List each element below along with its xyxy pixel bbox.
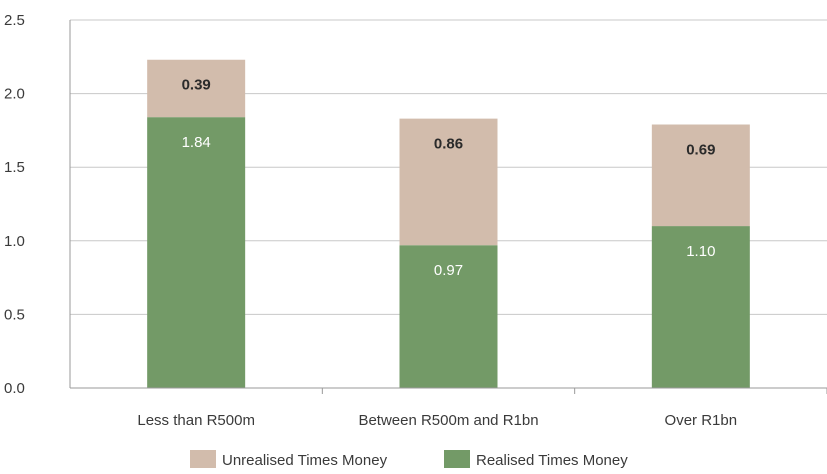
legend: Unrealised Times Money Realised Times Mon…: [190, 450, 628, 469]
y-tick-label: 0.0: [4, 380, 25, 397]
legend-label: Realised Times Money: [476, 452, 628, 469]
data-labels: 1.84 0.39 0.97 0.86 1.10 0.69: [182, 77, 716, 279]
bar-realised: [651, 226, 750, 388]
legend-label: Unrealised Times Money: [222, 452, 388, 469]
data-label-realised: 0.97: [434, 262, 463, 279]
y-tick-labels: 0.0 0.5 1.0 1.5 2.0 2.5: [4, 12, 25, 397]
bar-realised: [399, 245, 498, 388]
bar-unrealised: [147, 59, 246, 118]
data-label-unrealised: 0.39: [182, 77, 211, 94]
y-tick-label: 1.0: [4, 233, 25, 250]
bar-unrealised: [651, 124, 750, 227]
data-label-unrealised: 0.69: [686, 142, 715, 159]
bar-unrealised: [399, 118, 498, 246]
y-tick-label: 1.5: [4, 159, 25, 176]
x-category-label: Over R1bn: [665, 412, 738, 429]
x-category-label: Between R500m and R1bn: [358, 412, 538, 429]
y-tick-label: 2.0: [4, 86, 25, 103]
data-label-realised: 1.10: [686, 243, 715, 260]
legend-swatch: [444, 450, 470, 468]
x-category-labels: Less than R500m Between R500m and R1bn Ove…: [137, 412, 737, 429]
legend-swatch: [190, 450, 216, 468]
axes: [69, 20, 827, 394]
y-tick-label: 2.5: [4, 12, 25, 29]
y-tick-label: 0.5: [4, 306, 25, 323]
data-label-unrealised: 0.86: [434, 136, 463, 153]
x-category-label: Less than R500m: [137, 412, 255, 429]
bars: [147, 59, 750, 388]
bar-realised: [147, 117, 246, 388]
data-label-realised: 1.84: [182, 134, 211, 151]
